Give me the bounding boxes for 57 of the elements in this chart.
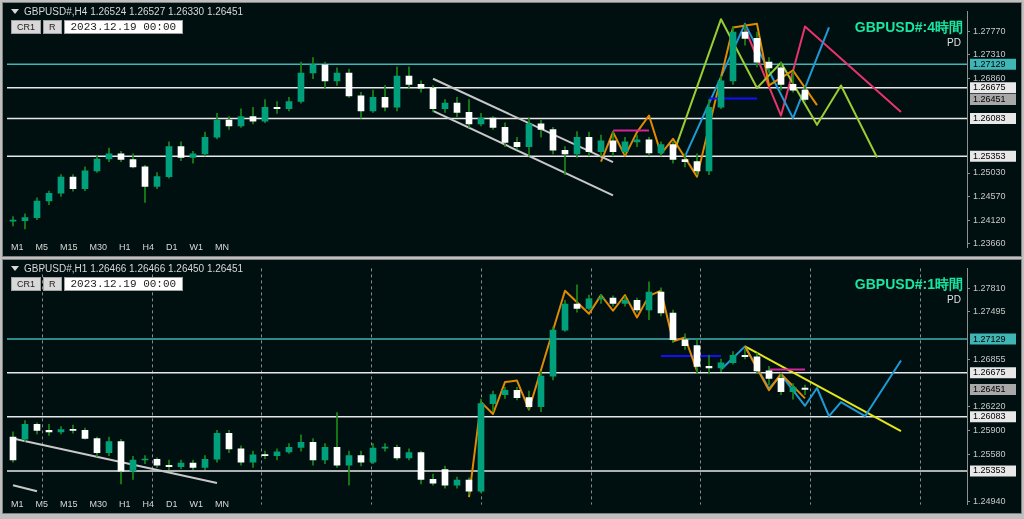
button: R xyxy=(43,277,62,291)
annotation: M15 xyxy=(60,499,78,509)
annotation: H4 xyxy=(142,499,155,509)
y-tick-label: 1.25030 xyxy=(973,167,1006,178)
ref-line-label: 1.26083 xyxy=(973,411,1006,422)
chart-title: GBPUSD#,H1 1.26466 1.26466 1.26450 1.26451 xyxy=(24,263,244,274)
y-tick-label: 1.24120 xyxy=(973,214,1006,225)
y-tick-label: 1.26860 xyxy=(973,72,1006,83)
annotation: M30 xyxy=(89,242,108,252)
annotation: H1 xyxy=(119,499,131,509)
ref-line-label: 1.26083 xyxy=(973,112,1006,123)
candlestick xyxy=(261,450,269,459)
y-tick-label: 1.25580 xyxy=(973,448,1006,459)
annotation: MN xyxy=(215,242,230,252)
annotation: PD xyxy=(947,294,961,305)
text: GBPUSD#:1時間 xyxy=(854,276,963,294)
annotation: H1 xyxy=(119,242,131,252)
y-tick-label: 1.25900 xyxy=(973,424,1006,435)
annotation: MN xyxy=(215,499,230,509)
annotation: M1 xyxy=(11,242,24,252)
button: CR1 xyxy=(11,20,41,34)
date-field: 2023.12.19 00:00 xyxy=(63,277,184,291)
annotation: M30 xyxy=(89,499,108,509)
y-tick-label: 1.24940 xyxy=(973,496,1006,507)
y-tick-label: 1.27810 xyxy=(973,282,1006,293)
y-tick-label: 1.23660 xyxy=(973,238,1006,249)
ref-line-label: 1.26675 xyxy=(973,367,1006,378)
y-tick-label: 1.24570 xyxy=(973,191,1006,202)
button: R xyxy=(43,20,62,34)
button: CR1 xyxy=(11,277,41,291)
annotation: W1 xyxy=(189,499,204,509)
annotation: W1 xyxy=(189,242,204,252)
chart-title: GBPUSD#,H4 1.26524 1.26527 1.26330 1.26451 xyxy=(24,6,244,17)
ref-line-label: 1.27129 xyxy=(973,58,1006,69)
ref-line-label: 1.26675 xyxy=(973,82,1006,93)
y-tick-label: 1.27770 xyxy=(973,25,1006,36)
ref-line-label: 1.25353 xyxy=(973,150,1006,161)
text: GBPUSD#:4時間 xyxy=(854,19,963,37)
date-field: 2023.12.19 00:00 xyxy=(63,20,184,34)
y-tick-label: 1.27495 xyxy=(973,306,1006,317)
y-tick-label: 1.27310 xyxy=(973,49,1006,60)
annotation: D1 xyxy=(166,242,178,252)
text: 1.26451 xyxy=(973,93,1006,104)
candlestick xyxy=(69,424,77,434)
y-tick-label: 1.26220 xyxy=(973,401,1006,412)
annotation: D1 xyxy=(166,499,178,509)
annotation: M15 xyxy=(60,242,78,252)
text: 1.26451 xyxy=(973,383,1006,394)
annotation: PD xyxy=(947,37,961,48)
annotation: H4 xyxy=(142,242,155,252)
y-tick-label: 1.26855 xyxy=(973,353,1006,364)
ref-line-label: 1.25353 xyxy=(973,465,1006,476)
ref-line-label: 1.27129 xyxy=(973,333,1006,344)
candlestick xyxy=(9,216,17,227)
annotation: M5 xyxy=(35,242,49,252)
annotation: M1 xyxy=(11,499,24,509)
annotation: M5 xyxy=(35,499,49,509)
